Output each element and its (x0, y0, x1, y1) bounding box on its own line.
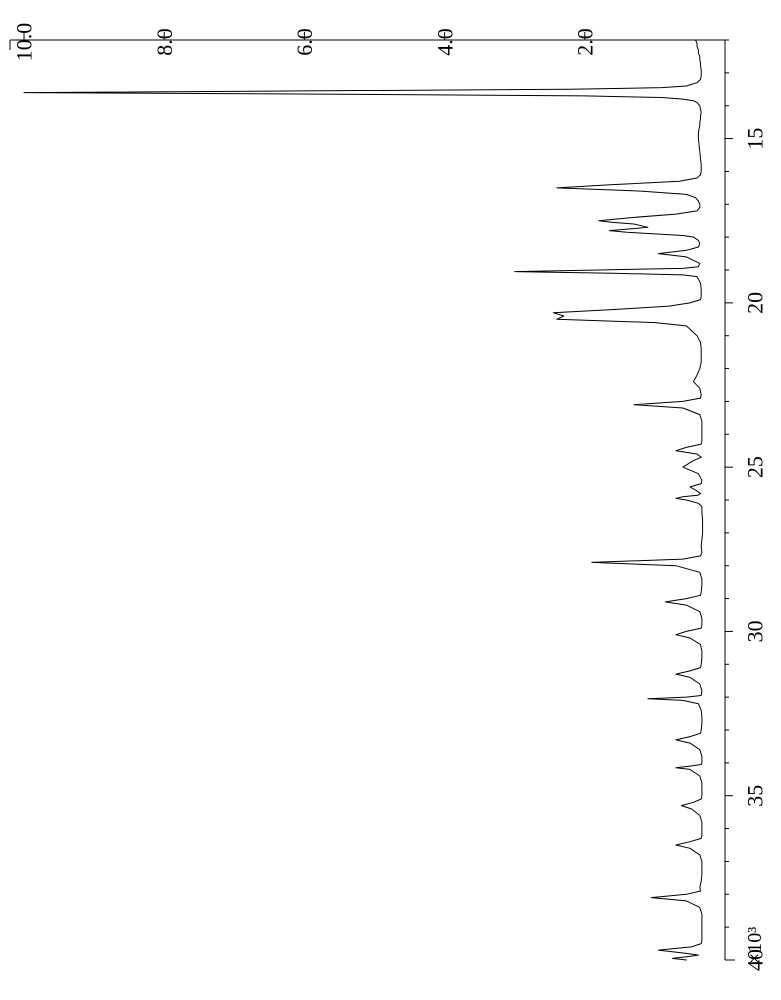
x-axis-tick-label: 30 (743, 620, 768, 642)
spectrum-chart: 2.04.06.08.010.0152025303540×10³ (0, 0, 781, 1000)
y-axis-tick-label: 4.0 (432, 28, 457, 56)
y-axis-tick-label: 6.0 (292, 28, 317, 56)
x-axis-tick-label: 20 (743, 292, 768, 314)
y-axis-tick-label: 8.0 (152, 28, 177, 56)
x-axis-tick-label: 35 (743, 785, 768, 807)
x-axis-tick-label: 25 (743, 456, 768, 478)
y-axis-scale-note: ×10³ (744, 927, 766, 964)
y-axis-tick-label: 2.0 (573, 28, 598, 56)
y-axis-tick-label: 10.0 (12, 23, 37, 62)
x-axis-tick-label: 15 (743, 128, 768, 150)
spectrum-trace (24, 40, 703, 960)
